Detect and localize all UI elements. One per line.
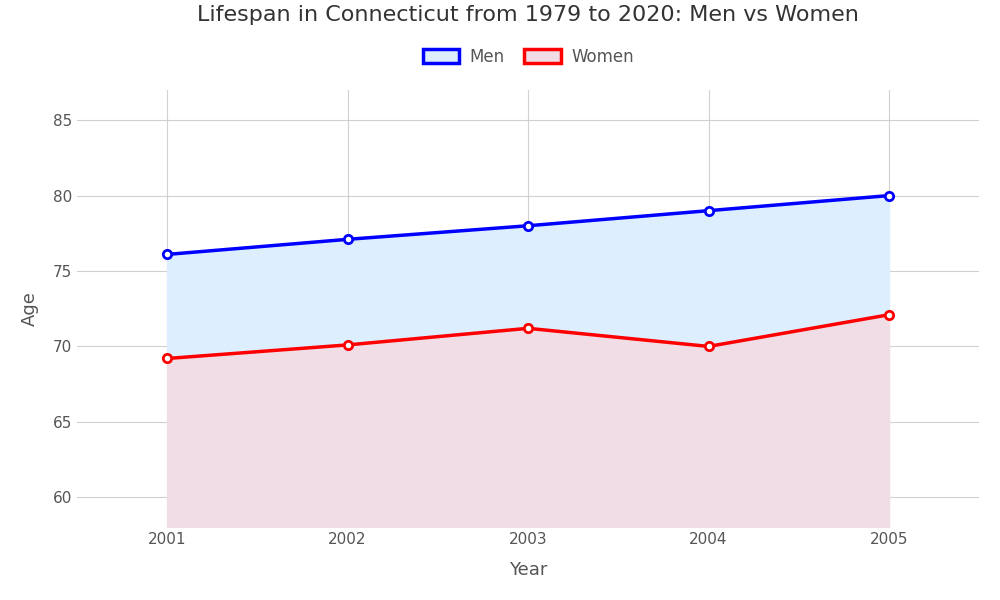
X-axis label: Year: Year bbox=[509, 561, 547, 579]
Y-axis label: Age: Age bbox=[21, 291, 39, 326]
Legend: Men, Women: Men, Women bbox=[416, 41, 640, 73]
Title: Lifespan in Connecticut from 1979 to 2020: Men vs Women: Lifespan in Connecticut from 1979 to 202… bbox=[197, 5, 859, 25]
